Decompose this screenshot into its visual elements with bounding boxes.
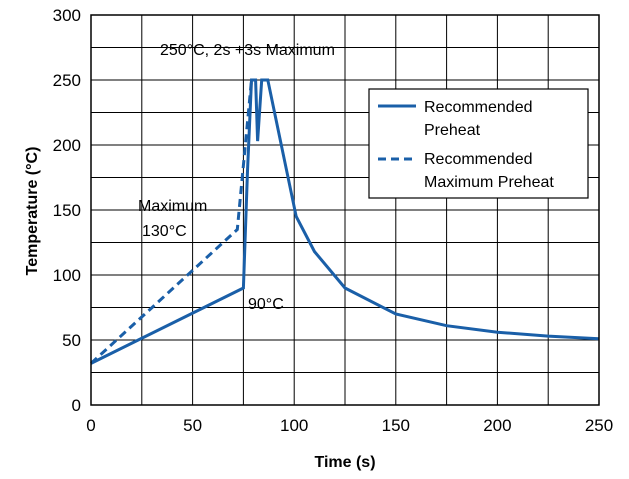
x-tick-label: 100 [280,416,308,435]
y-axis-title: Temperature (°C) [24,147,41,276]
tick-labels: 0 50 100 150 200 250 0 50 100 150 200 250 300 [53,6,614,435]
annotation-90: 90°C [248,296,284,313]
y-tick-label: 0 [72,396,81,415]
x-tick-label: 50 [183,416,202,435]
x-tick-label: 200 [483,416,511,435]
y-tick-label: 100 [53,266,81,285]
legend-label-max-line1: Recommended [424,151,533,168]
y-tick-label: 50 [62,331,81,350]
legend: Recommended Preheat Recommended Maximum … [368,88,589,199]
legend-label-preheat-line2: Preheat [424,122,481,139]
series-layer [89,78,600,365]
legend-label-max-line2: Maximum Preheat [424,174,554,191]
x-tick-label: 150 [382,416,410,435]
y-tick-label: 200 [53,136,81,155]
annotation-maximum: Maximum [138,198,207,215]
x-tick-label: 250 [585,416,613,435]
legend-label-preheat-line1: Recommended [424,99,533,116]
y-tick-label: 150 [53,201,81,220]
annotation-peak: 250°C, 2s +3s Maximum [160,42,335,59]
series-line-max-preheat [89,79,253,365]
x-tick-label: 0 [86,416,95,435]
series-line-preheat [90,78,600,365]
y-tick-label: 300 [53,6,81,25]
plot-frame [90,14,600,406]
annotation-130: 130°C [142,223,187,240]
y-tick-label: 250 [53,71,81,90]
x-axis-title: Time (s) [314,454,375,471]
